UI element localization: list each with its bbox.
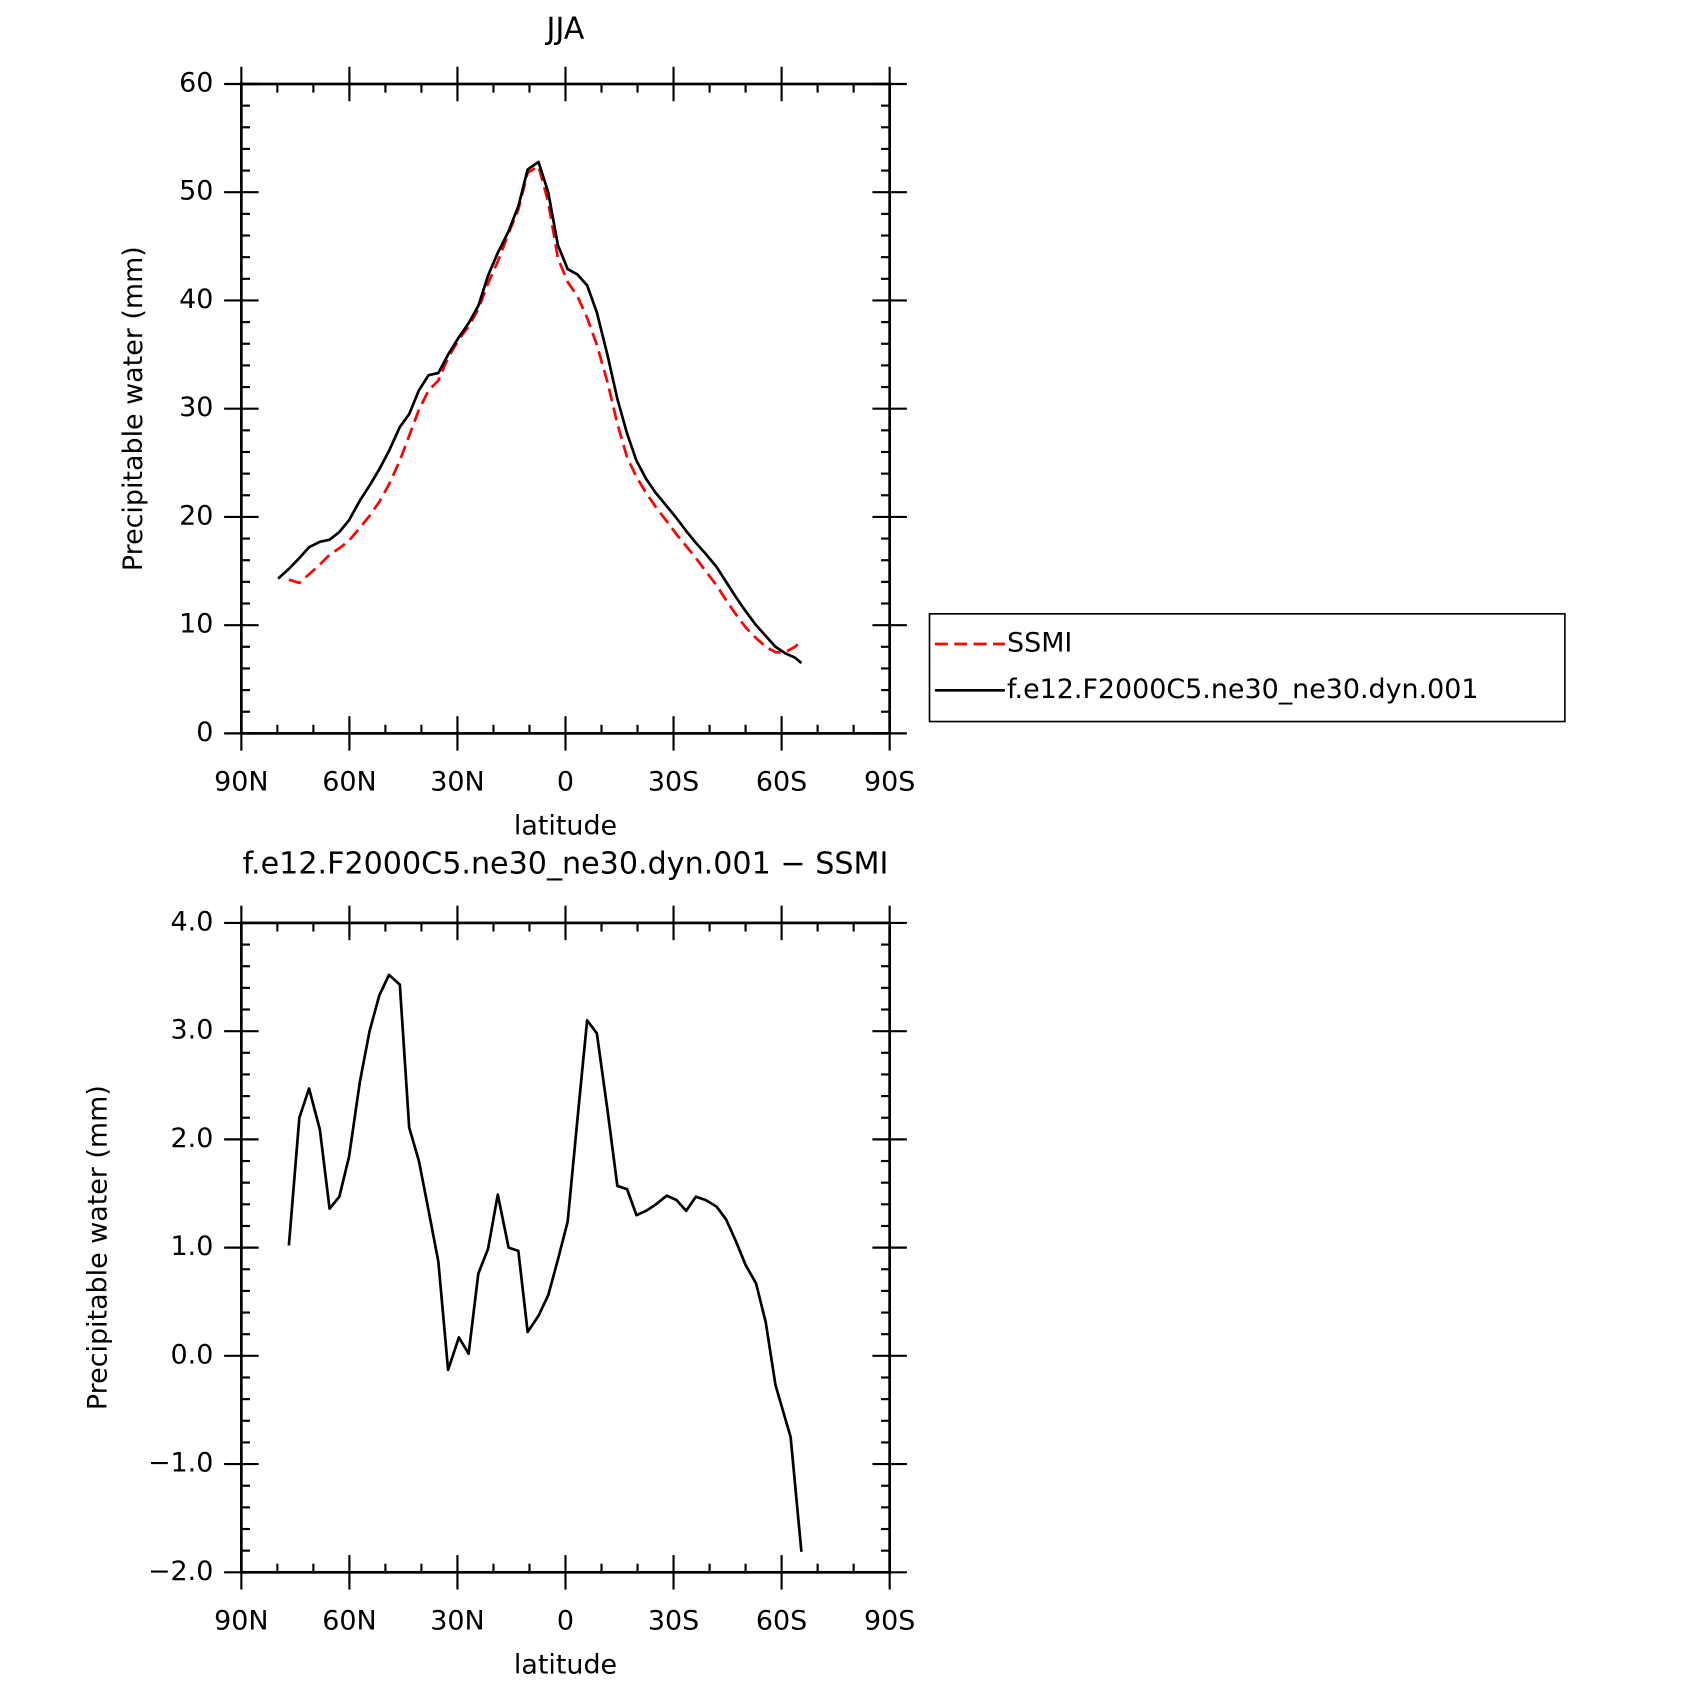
y-tick-label: 0 bbox=[196, 717, 213, 748]
x-tick-label: 60N bbox=[322, 1605, 376, 1636]
y-tick-label: 30 bbox=[179, 392, 213, 423]
x-tick-label: 0 bbox=[557, 1605, 574, 1636]
y-tick-label: 50 bbox=[179, 176, 213, 207]
y-tick-label: 2.0 bbox=[171, 1123, 214, 1154]
y-tick-label: 3.0 bbox=[171, 1015, 214, 1046]
y-tick-label: 40 bbox=[179, 284, 213, 315]
x-tick-label: 30S bbox=[648, 766, 699, 797]
x-axis-label: latitude bbox=[514, 1650, 617, 1681]
y-tick-label: 20 bbox=[179, 500, 213, 531]
x-tick-label: 90N bbox=[214, 766, 268, 797]
x-tick-label: 0 bbox=[557, 766, 574, 797]
y-tick-label: 0.0 bbox=[171, 1339, 214, 1370]
y-tick-label: 1.0 bbox=[171, 1231, 214, 1262]
chart-title: JJA bbox=[545, 12, 585, 47]
x-tick-label: 30N bbox=[430, 1605, 484, 1636]
data-line bbox=[288, 164, 803, 654]
y-tick-label: 4.0 bbox=[171, 906, 214, 937]
chart-title: f.e12.F2000C5.ne30_ne30.dyn.001 − SSMI bbox=[243, 846, 889, 881]
x-tick-label: 90N bbox=[214, 1605, 268, 1636]
plot-frame bbox=[240, 921, 891, 1574]
data-line bbox=[277, 160, 803, 665]
x-tick-label: 90S bbox=[864, 1605, 915, 1636]
y-tick-label: −1.0 bbox=[148, 1448, 213, 1479]
y-axis-label: Precipitable water (mm) bbox=[83, 1085, 114, 1410]
x-tick-label: 90S bbox=[864, 766, 915, 797]
y-tick-label: −2.0 bbox=[148, 1556, 213, 1587]
legend-label: SSMI bbox=[1007, 628, 1072, 659]
legend-box bbox=[928, 613, 1566, 723]
y-tick-label: 10 bbox=[179, 609, 213, 640]
y-axis-label: Precipitable water (mm) bbox=[118, 246, 149, 571]
legend-label: f.e12.F2000C5.ne30_ne30.dyn.001 bbox=[1007, 674, 1478, 705]
x-tick-label: 60S bbox=[756, 1605, 807, 1636]
data-line bbox=[287, 973, 803, 1552]
y-tick-label: 60 bbox=[179, 68, 213, 99]
plot-frame bbox=[240, 82, 891, 735]
x-tick-label: 30S bbox=[648, 1605, 699, 1636]
x-axis-label: latitude bbox=[514, 811, 617, 842]
x-tick-label: 30N bbox=[430, 766, 484, 797]
x-tick-label: 60N bbox=[322, 766, 376, 797]
x-tick-label: 60S bbox=[756, 766, 807, 797]
